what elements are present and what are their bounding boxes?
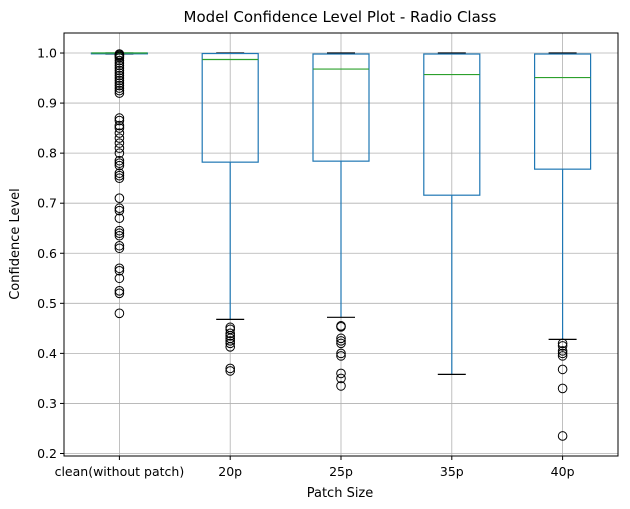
outlier-point: [114, 265, 125, 276]
outlier-point: [114, 115, 125, 126]
x-tick-label: 25p: [329, 464, 353, 479]
outlier-point: [114, 193, 125, 203]
box-group: [201, 52, 259, 376]
outlier-point: [114, 128, 125, 138]
box-iqr: [423, 53, 481, 196]
outlier-point: [557, 364, 568, 375]
outlier-point: [114, 173, 125, 183]
outlier-point: [114, 80, 125, 91]
outlier-point: [114, 148, 125, 158]
outlier-point: [114, 240, 125, 251]
outlier-point: [114, 120, 125, 131]
chart-title: Model Confidence Level Plot - Radio Clas…: [184, 8, 497, 26]
y-tick-label: 0.4: [37, 346, 57, 361]
outlier-point: [114, 158, 125, 168]
box-iqr: [533, 53, 592, 170]
outlier-point: [557, 338, 568, 349]
outlier-point: [114, 286, 125, 296]
outlier-point: [225, 363, 235, 374]
outlier-point: [114, 68, 125, 78]
outlier-point: [336, 381, 346, 391]
outlier-point: [336, 348, 346, 359]
outlier-point: [114, 73, 125, 83]
outlier-point: [114, 288, 125, 299]
outlier-point: [114, 160, 125, 171]
outlier-point: [114, 78, 125, 88]
outlier-point: [336, 322, 346, 332]
outlier-point: [114, 155, 125, 166]
y-axis-label: Confidence Level: [8, 188, 23, 300]
outlier-point: [557, 341, 568, 351]
outlier-point: [225, 342, 235, 352]
outlier-point: [114, 63, 125, 73]
y-tick-label: 0.2: [37, 446, 57, 461]
outlier-point: [225, 328, 235, 339]
outlier-point: [114, 308, 125, 319]
outlier-point: [114, 53, 125, 63]
outlier-point: [114, 168, 125, 178]
outlier-point: [114, 123, 125, 133]
outlier-point: [557, 348, 568, 359]
box-iqr: [201, 52, 259, 163]
x-axis-label: Patch Size: [307, 486, 374, 501]
outlier-point: [336, 333, 346, 344]
outlier-point: [114, 88, 125, 98]
y-tick-label: 0.7: [37, 196, 57, 211]
y-tick-label: 0.5: [37, 296, 57, 311]
outlier-point: [114, 228, 125, 239]
outlier-point: [557, 351, 568, 361]
outlier-point: [114, 205, 125, 216]
outlier-point: [114, 213, 125, 224]
outlier-point: [114, 243, 125, 254]
box-layer: [90, 49, 592, 441]
outlier-point: [557, 383, 568, 394]
outlier-point: [557, 346, 568, 356]
y-tick-label: 0.9: [37, 96, 57, 111]
outlier-point: [114, 70, 125, 81]
y-tick-label: 1.0: [37, 46, 57, 61]
outlier-point: [114, 230, 125, 241]
x-tick-label: 20p: [218, 464, 242, 479]
outlier-point: [114, 143, 125, 153]
outlier-point: [114, 203, 125, 214]
outlier-point: [114, 225, 125, 236]
outlier-point: [114, 85, 125, 96]
outlier-point: [114, 65, 125, 76]
outlier-point: [225, 331, 235, 341]
outlier-point: [114, 273, 125, 284]
outlier-point: [225, 336, 235, 346]
outlier-point: [336, 338, 346, 349]
outlier-point: [336, 373, 346, 384]
box-group: [312, 52, 370, 391]
outlier-point: [114, 170, 125, 181]
box-group: [90, 49, 149, 319]
box-group: [423, 52, 481, 376]
outlier-point: [336, 368, 346, 379]
outlier-point: [114, 113, 125, 123]
outlier-point: [114, 55, 125, 66]
y-tick-label: 0.3: [37, 396, 57, 411]
axis-layer: 0.2 0.3 0.4 0.5 0.6 0.7 0.8 0.9 1.0 clean(without…: [37, 32, 619, 479]
outlier-point: [114, 75, 125, 86]
outlier-point: [114, 83, 125, 93]
outlier-point: [557, 431, 568, 441]
outlier-point: [114, 58, 125, 68]
outlier-point: [114, 138, 125, 148]
outlier-point: [114, 263, 125, 274]
outlier-point: [225, 338, 235, 349]
x-tick-label: 40p: [551, 464, 575, 479]
outlier-point: [114, 133, 125, 143]
box-iqr: [312, 53, 370, 162]
outlier-point: [225, 366, 235, 376]
outlier-point: [114, 60, 125, 71]
x-tick-label: clean(without patch): [55, 464, 185, 479]
y-tick-label: 0.8: [37, 146, 57, 161]
outlier-point: [336, 351, 346, 361]
y-tick-label: 0.6: [37, 246, 57, 261]
outlier-point: [336, 336, 346, 346]
box-group: [533, 52, 592, 441]
x-tick-label: 35p: [440, 464, 464, 479]
